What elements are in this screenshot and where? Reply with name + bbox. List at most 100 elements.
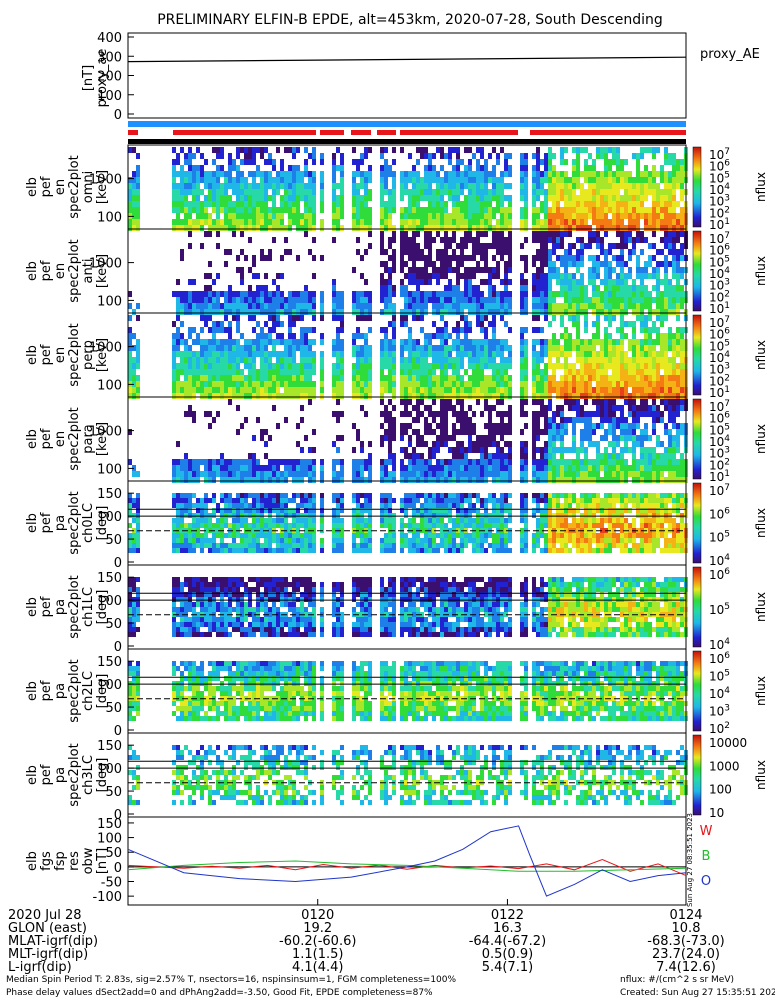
heatmap-cell [360, 201, 364, 207]
heatmap-cell [484, 453, 488, 459]
heatmap-cell [180, 363, 184, 369]
heatmap-cell [560, 291, 564, 297]
heatmap-cell [308, 189, 312, 195]
heatmap-cell [460, 375, 464, 381]
heatmap-cell [656, 207, 660, 213]
heatmap-cell [472, 291, 476, 297]
heatmap-cell [352, 345, 356, 351]
heatmap-cell [464, 171, 468, 177]
heatmap-cell [192, 183, 196, 189]
heatmap-cell [400, 285, 404, 291]
heatmap-cell [568, 255, 572, 261]
heatmap-cell [244, 303, 248, 309]
heatmap-cell [660, 471, 664, 477]
heatmap-cell [136, 393, 140, 399]
heatmap-cell [332, 363, 336, 369]
heatmap-cell [188, 177, 192, 183]
heatmap-cell [644, 327, 648, 333]
heatmap-cell [596, 477, 600, 483]
heatmap-cell [508, 309, 512, 315]
heatmap-cell [420, 363, 424, 369]
heatmap-cell [616, 357, 620, 363]
heatmap-cell [640, 381, 644, 387]
heatmap-cell [632, 381, 636, 387]
heatmap-cell [128, 375, 132, 381]
heatmap-cell [596, 369, 600, 375]
heatmap-cell [492, 333, 496, 339]
heatmap-cell [448, 225, 452, 231]
heatmap-cell [612, 393, 616, 399]
heatmap-cell [668, 447, 672, 453]
heatmap-cell [564, 195, 568, 201]
colorbar-label: nflux [754, 424, 768, 454]
heatmap-cell [532, 309, 536, 315]
heatmap-cell [572, 171, 576, 177]
heatmap-cell [292, 195, 296, 201]
heatmap-cell [204, 465, 208, 471]
heatmap-cell [208, 225, 212, 231]
heatmap-cell [616, 201, 620, 207]
heatmap-cell [352, 333, 356, 339]
ytick-label: 100 [97, 89, 122, 104]
heatmap-cell [176, 441, 180, 447]
heatmap-cell [252, 153, 256, 159]
heatmap-cell [472, 249, 476, 255]
heatmap-cell [384, 165, 388, 171]
heatmap-cell [604, 411, 608, 417]
heatmap-cell [256, 147, 260, 153]
heatmap-cell [644, 465, 648, 471]
heatmap-cell [668, 471, 672, 477]
heatmap-cell [284, 417, 288, 423]
heatmap-cell [496, 351, 500, 357]
heatmap-cell [656, 267, 660, 273]
heatmap-cell [652, 375, 656, 381]
heatmap-cell [628, 435, 632, 441]
heatmap-cell [584, 207, 588, 213]
heatmap-cell [536, 309, 540, 315]
heatmap-cell [524, 345, 528, 351]
heatmap-cell [440, 375, 444, 381]
heatmap-cell [564, 279, 568, 285]
heatmap-cell [216, 171, 220, 177]
heatmap-cell [648, 453, 652, 459]
heatmap-cell [652, 267, 656, 273]
heatmap-cell [464, 453, 468, 459]
heatmap-cell [448, 381, 452, 387]
heatmap-cell [592, 321, 596, 327]
heatmap-cell [368, 459, 372, 465]
heatmap-cell [596, 225, 600, 231]
heatmap-cell [412, 447, 416, 453]
heatmap-cell [200, 177, 204, 183]
heatmap-cell [584, 381, 588, 387]
heatmap-cell [588, 183, 592, 189]
heatmap-cell [564, 399, 568, 405]
heatmap-cell [192, 465, 196, 471]
heatmap-cell [504, 345, 508, 351]
heatmap-cell [380, 339, 384, 345]
heatmap-cell [436, 375, 440, 381]
heatmap-cell [388, 387, 392, 393]
heatmap-cell [172, 291, 176, 297]
heatmap-cell [192, 369, 196, 375]
heatmap-cell [292, 297, 296, 303]
heatmap-cell [356, 435, 360, 441]
heatmap-cell [340, 171, 344, 177]
heatmap-cell [352, 465, 356, 471]
heatmap-cell [204, 297, 208, 303]
heatmap-cell [612, 213, 616, 219]
heatmap-cell [356, 171, 360, 177]
heatmap-cell [668, 441, 672, 447]
heatmap-cell [180, 493, 184, 498]
heatmap-cell [608, 147, 612, 153]
heatmap-cell [576, 285, 580, 291]
heatmap-cell [384, 429, 388, 435]
heatmap-cell [204, 159, 208, 165]
heatmap-cell [188, 538, 192, 543]
heatmap-cell [188, 243, 192, 249]
heatmap-cell [360, 393, 364, 399]
heatmap-cell [408, 423, 412, 429]
heatmap-cell [472, 171, 476, 177]
heatmap-cell [468, 231, 472, 237]
heatmap-cell [580, 381, 584, 387]
heatmap-cell [636, 411, 640, 417]
